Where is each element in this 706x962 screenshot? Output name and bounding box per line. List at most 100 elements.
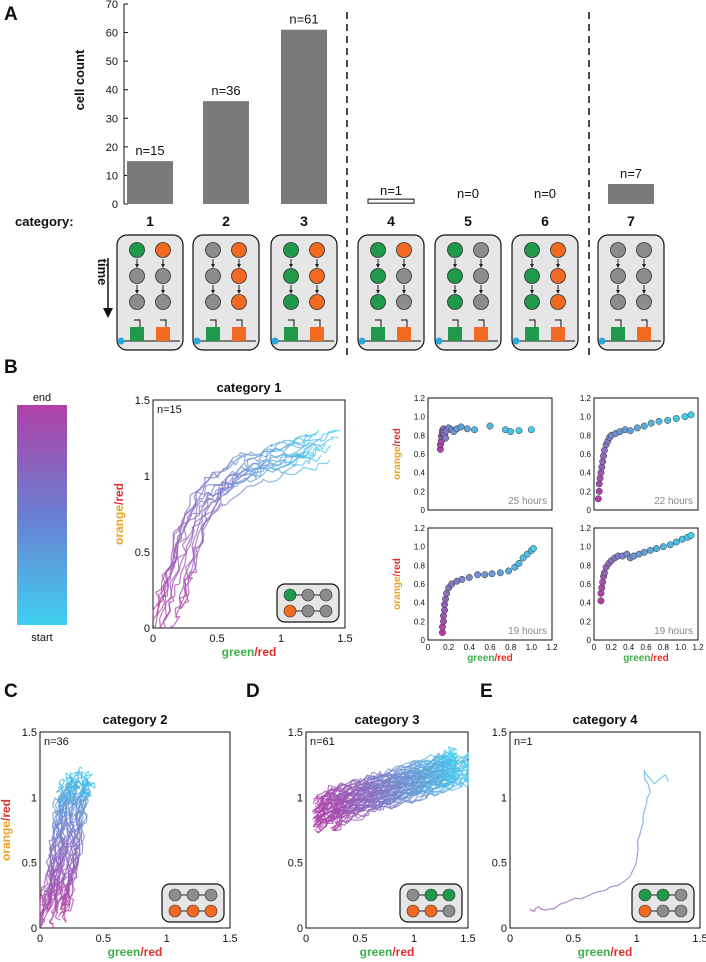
trace-segment (387, 781, 393, 784)
trace-segment (403, 763, 406, 766)
trace-segment (364, 815, 366, 818)
trace-segment (635, 856, 638, 864)
x-tick-label: 1 (634, 933, 640, 945)
trace-segment (198, 516, 203, 523)
trace-segment (445, 784, 452, 787)
trace-segment (448, 788, 453, 791)
trace-segment (425, 767, 430, 770)
duration-label: 19 hours (508, 626, 547, 637)
trace-segment (66, 845, 74, 848)
x-tick-label: 0.2 (443, 643, 455, 652)
trace-segment (169, 574, 176, 584)
trace-segment (54, 811, 61, 820)
scatter-point (647, 419, 655, 427)
colorbar-gradient (17, 405, 67, 625)
trace-segment (168, 625, 174, 629)
trace-segment (389, 773, 395, 779)
trace-segment (76, 797, 80, 805)
trace-segment (383, 774, 391, 779)
trace-segment (275, 466, 283, 470)
trace-segment (632, 863, 637, 871)
trace-segment (354, 785, 359, 791)
gray-node (674, 888, 688, 902)
trace-segment (420, 794, 423, 797)
trace-segment (455, 778, 458, 781)
trace-segment (239, 452, 253, 457)
gray-node (205, 268, 221, 284)
trace-segment (69, 781, 74, 786)
trace-segment (413, 760, 417, 763)
trace-segment (155, 591, 162, 601)
orange-node (168, 904, 182, 918)
trace-segment (360, 791, 369, 796)
trace-segment (74, 832, 79, 837)
trace-segment (350, 802, 354, 805)
trace-segment (381, 788, 384, 791)
trace-segment (340, 796, 347, 799)
trace-segment (216, 501, 222, 510)
time-label: time (95, 259, 110, 286)
scatter-point (600, 452, 607, 460)
trace-segment (59, 819, 63, 827)
trace-segment (350, 809, 355, 812)
trace-segment (189, 536, 194, 546)
trace-segment (336, 782, 342, 788)
trace-segment (391, 770, 397, 773)
trace-segment (457, 759, 462, 763)
trace-segment (464, 777, 468, 782)
trace-segment (181, 532, 192, 546)
trace-segment (76, 775, 79, 782)
promoter-arrow (615, 319, 622, 327)
x-tick-label: 1.5 (222, 933, 237, 945)
trace-segment (365, 790, 370, 793)
trace-segment (374, 783, 379, 789)
trace-segment (315, 466, 318, 471)
trace-segment (318, 810, 324, 814)
trace-segment (559, 901, 567, 906)
transition-arrow-head (315, 290, 319, 294)
bar-1 (127, 161, 173, 204)
trace-segment (313, 819, 319, 828)
trace-segment (245, 476, 250, 481)
y-tick-label: 1.0 (414, 543, 426, 552)
trace-segment (322, 439, 330, 445)
trace-segment (177, 557, 180, 570)
trace-segment (213, 483, 225, 487)
trace-segment (332, 814, 336, 820)
trace-segment (42, 897, 45, 905)
x-tick-label: 0.8 (658, 643, 670, 652)
trace-segment (231, 474, 239, 484)
trace-segment (174, 528, 182, 535)
scatter-point (672, 538, 680, 546)
y-tick-label: 50 (106, 56, 118, 68)
panel-label-c: C (4, 681, 18, 702)
trace-segment (69, 852, 74, 857)
colorbar-end-label: end (33, 392, 51, 404)
trace-segment (413, 792, 418, 796)
trace-segment (402, 795, 411, 799)
trace-segment (203, 477, 206, 483)
trace-segment (580, 896, 587, 900)
trace-segment (67, 780, 75, 784)
trace-segment (312, 453, 315, 459)
trace-segment (200, 542, 204, 546)
trace-segment (166, 580, 170, 587)
trace-segment (182, 545, 191, 560)
orange-node (204, 904, 218, 918)
y-tick-label: 0.5 (135, 547, 150, 559)
trace-segment (249, 472, 252, 475)
y-axis-label: orange/red (392, 428, 403, 480)
trace-segment (205, 516, 211, 521)
trace-segment (253, 480, 263, 487)
trace-segment (199, 497, 203, 500)
trace-segment (76, 824, 80, 830)
trace-segment (412, 777, 416, 781)
trace-segment (636, 841, 639, 850)
trace-segment (574, 897, 581, 900)
transition-arrow-head (161, 264, 165, 268)
trace-segment (39, 915, 44, 924)
trace-segment (313, 811, 319, 814)
x-tick-label: 1 (164, 933, 170, 945)
trace-segment (178, 586, 185, 597)
